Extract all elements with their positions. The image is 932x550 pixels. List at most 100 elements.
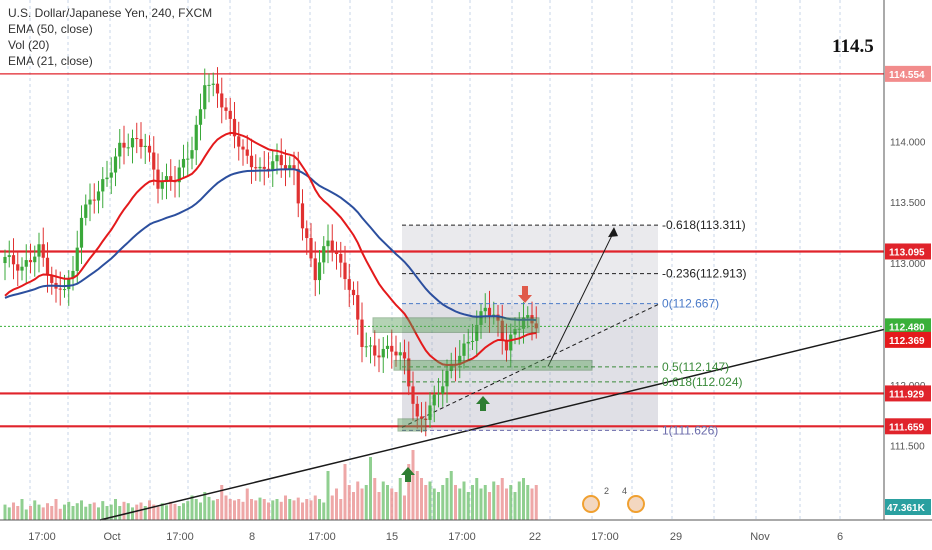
candle-body [152,152,156,170]
ema50-line [4,168,537,322]
volume-bar [237,499,241,520]
volume-bar [428,481,432,520]
candle-body [169,176,173,181]
volume-bar [50,506,54,520]
volume-bar [126,503,130,520]
candle-body [441,386,445,394]
candle-body [118,142,122,157]
candle-body [509,334,513,351]
price-label-bg [885,385,931,402]
candle-body [500,320,504,341]
x-tick-label: 17:00 [591,531,619,543]
volume-bar [305,499,309,520]
volume-bar [437,492,440,520]
volume-bar [390,488,394,520]
candle-body [24,260,28,267]
volume-bar [488,492,491,520]
volume-bar [275,499,279,520]
candle-body [96,191,101,201]
candle-body [334,252,339,254]
ema50-label[interactable]: EMA (50, close) [8,22,93,36]
volume-bar [309,500,313,520]
volume-bar [131,507,134,520]
candle-body [143,145,147,148]
fibonacci-levels[interactable]: -0.618(113.311) -0.236(112.913) 0(112.667)… [402,218,747,437]
volume-bar [88,503,92,520]
x-tick-label: 17:00 [308,531,336,543]
candle-body [436,393,441,395]
price-label: 112.480 [889,322,925,333]
ema21-label[interactable]: EMA (21, close) [8,54,93,68]
volume-bar [84,506,88,520]
zone-boxes[interactable] [372,317,593,432]
volume-bar [37,504,41,520]
volume-bar [271,500,275,520]
y-tick-label: 113.500 [890,198,926,209]
candle-body [317,262,322,281]
event-count-1: 2 [604,486,609,496]
volume-bar [80,500,83,520]
x-tick-label: 22 [529,531,541,543]
volume-bar [63,504,66,520]
candle-body [300,203,305,229]
candle-body [254,167,258,169]
candle-body [305,228,309,239]
volume-label[interactable]: Vol (20) [8,38,50,52]
candle-body [339,253,343,263]
candle-body [160,182,164,189]
symbol-title[interactable]: U.S. Dollar/Japanese Yen, 240, FXCM [8,6,213,20]
candle-body [326,240,330,247]
candle-body [466,341,470,344]
candle-body [398,352,402,356]
candle-body [479,311,483,325]
candle-body [45,257,50,276]
volume-bar [194,499,198,520]
candle-body [224,107,228,111]
ema21-line [4,131,537,367]
volume-bar [326,471,330,520]
candle-body [428,405,432,420]
volume-bar [424,485,428,520]
candle-body [377,355,381,358]
support-trendline [99,317,932,521]
price-label: 114.554 [889,70,925,81]
candle-body [130,138,135,148]
candle-body [84,204,88,218]
candle-body [445,370,449,387]
volume-bar [173,503,177,520]
candle-body [279,155,283,166]
volume-bar [356,481,360,520]
candle-body [288,165,292,170]
candle-body [190,150,194,159]
volume-bar [296,497,300,520]
volume-bar [420,478,423,520]
candle-body [407,358,411,387]
x-tick-label: 6 [837,531,843,543]
candle-body [283,165,288,170]
volume-bar [33,500,37,520]
volume-bar [71,506,75,520]
candle-body [411,386,415,404]
candle-body [33,256,37,263]
x-tick-label: 15 [386,531,398,543]
fib-label: 0.618(112.024) [662,375,743,389]
volume-bar [471,485,474,520]
volume-bar [207,496,211,520]
price-label: 113.095 [889,247,925,258]
volume-bar [186,501,190,520]
annotation-price: 114.5 [832,36,874,57]
candle-body [28,260,33,263]
chart-legend: U.S. Dollar/Japanese Yen, 240, FXCM EMA … [8,5,212,69]
candle-body [526,315,530,318]
volume-bar [462,481,466,520]
y-tick-label: 111.500 [890,442,925,453]
volume-bar [458,488,462,520]
candle-body [470,340,475,342]
candle-body [373,345,377,356]
trend-lines[interactable] [99,227,932,521]
fib-label: 0.5(112.147) [662,360,729,374]
candle-body [50,275,54,283]
candle-body [313,258,317,281]
